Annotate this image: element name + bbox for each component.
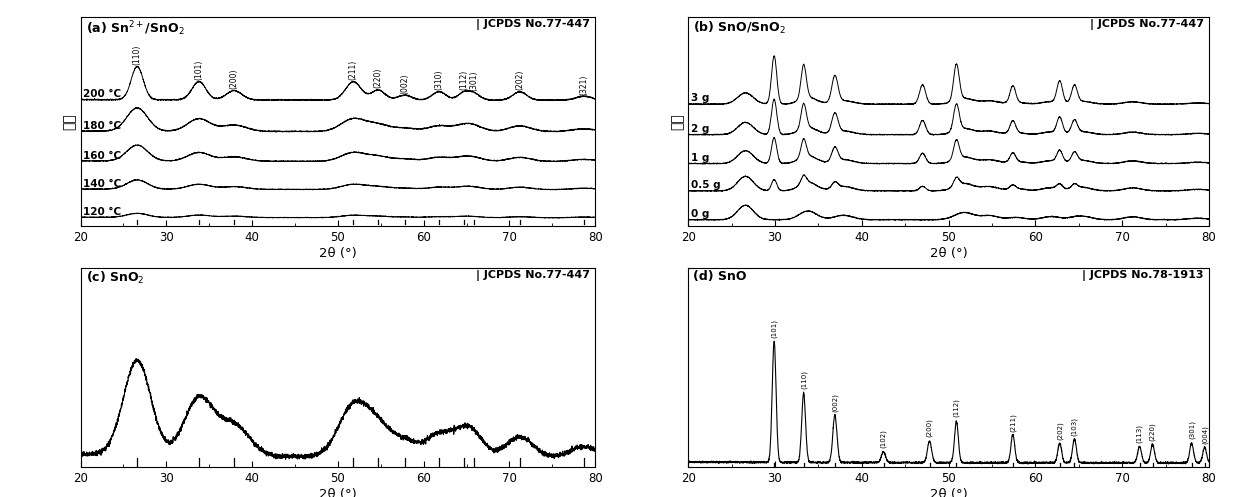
Text: (301): (301) xyxy=(470,70,479,90)
Text: 120 °C: 120 °C xyxy=(83,207,122,217)
X-axis label: 2θ (°): 2θ (°) xyxy=(930,247,967,260)
Text: 0 g: 0 g xyxy=(691,209,709,219)
Text: 180 °C: 180 °C xyxy=(83,121,122,131)
Text: (112): (112) xyxy=(460,70,469,90)
Text: (202): (202) xyxy=(516,70,525,90)
Text: (d) SnO: (d) SnO xyxy=(693,270,746,283)
Text: 200 °C: 200 °C xyxy=(83,89,122,99)
Text: (112): (112) xyxy=(954,399,960,417)
Text: | JCPDS No.77-447: | JCPDS No.77-447 xyxy=(1090,19,1204,30)
Text: | JCPDS No.77-447: | JCPDS No.77-447 xyxy=(476,19,590,30)
Text: (301): (301) xyxy=(1188,420,1195,439)
Y-axis label: 强度: 强度 xyxy=(670,113,684,130)
Text: (200): (200) xyxy=(926,418,932,437)
Text: (220): (220) xyxy=(1149,422,1156,441)
Text: (101): (101) xyxy=(195,60,203,80)
Text: (220): (220) xyxy=(373,68,383,88)
Text: | JCPDS No.77-447: | JCPDS No.77-447 xyxy=(476,270,590,281)
Text: (c) SnO$_2$: (c) SnO$_2$ xyxy=(86,270,144,286)
X-axis label: 2θ (°): 2θ (°) xyxy=(319,247,357,260)
Text: 1 g: 1 g xyxy=(691,153,709,163)
Text: (310): (310) xyxy=(434,70,444,90)
Text: (211): (211) xyxy=(1009,413,1016,432)
Text: 140 °C: 140 °C xyxy=(83,179,122,189)
Text: 0.5 g: 0.5 g xyxy=(691,180,720,190)
Text: (200): (200) xyxy=(229,69,238,89)
Text: (002): (002) xyxy=(832,393,838,412)
Text: (102): (102) xyxy=(880,429,887,448)
Text: 3 g: 3 g xyxy=(691,93,709,103)
Text: (101): (101) xyxy=(771,319,777,338)
Text: 2 g: 2 g xyxy=(691,124,709,134)
Y-axis label: 强度: 强度 xyxy=(62,113,77,130)
Text: 160 °C: 160 °C xyxy=(83,151,122,161)
Text: (004): (004) xyxy=(1202,425,1208,444)
Text: (103): (103) xyxy=(1071,417,1078,436)
Text: (b) SnO/SnO$_2$: (b) SnO/SnO$_2$ xyxy=(693,19,786,36)
X-axis label: 2θ (°): 2θ (°) xyxy=(930,488,967,497)
Text: (113): (113) xyxy=(1136,424,1143,443)
Text: (211): (211) xyxy=(348,60,358,80)
Text: (110): (110) xyxy=(133,45,141,65)
Text: (a) Sn$^{2+}$/SnO$_2$: (a) Sn$^{2+}$/SnO$_2$ xyxy=(86,19,185,38)
Text: (321): (321) xyxy=(579,75,589,95)
Text: (202): (202) xyxy=(1056,421,1063,440)
Text: (002): (002) xyxy=(401,73,409,93)
X-axis label: 2θ (°): 2θ (°) xyxy=(319,488,357,497)
Text: | JCPDS No.78-1913: | JCPDS No.78-1913 xyxy=(1083,270,1204,281)
Text: (110): (110) xyxy=(800,370,807,389)
